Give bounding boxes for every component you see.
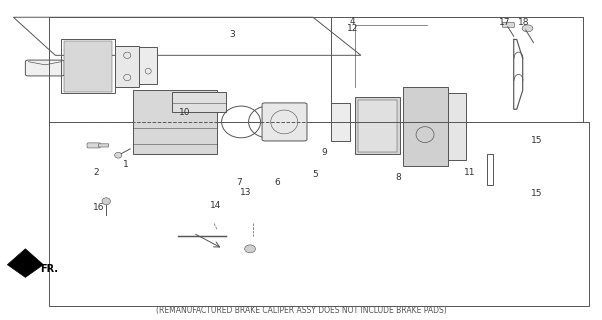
Text: 14: 14 xyxy=(210,202,222,211)
Polygon shape xyxy=(403,87,448,166)
Bar xyxy=(49,122,589,306)
Text: 6: 6 xyxy=(274,178,280,187)
Text: 17: 17 xyxy=(499,18,510,27)
Text: 13: 13 xyxy=(240,188,252,197)
Polygon shape xyxy=(448,93,466,160)
Text: FR.: FR. xyxy=(40,264,58,275)
Polygon shape xyxy=(133,90,217,154)
Text: 8: 8 xyxy=(396,173,402,182)
Ellipse shape xyxy=(102,198,110,205)
FancyBboxPatch shape xyxy=(172,92,226,112)
FancyBboxPatch shape xyxy=(115,46,139,87)
Text: 18: 18 xyxy=(518,18,530,27)
Polygon shape xyxy=(64,41,112,92)
Text: 3: 3 xyxy=(229,30,235,39)
Text: 15: 15 xyxy=(531,136,542,146)
FancyBboxPatch shape xyxy=(139,47,157,84)
Polygon shape xyxy=(355,97,400,154)
Text: 16: 16 xyxy=(93,203,105,212)
Text: 12: 12 xyxy=(347,24,358,33)
Text: 2: 2 xyxy=(93,168,99,177)
Text: 4: 4 xyxy=(350,17,355,26)
Text: 1: 1 xyxy=(123,160,128,169)
FancyBboxPatch shape xyxy=(502,22,514,28)
Text: 9: 9 xyxy=(321,148,327,156)
FancyBboxPatch shape xyxy=(99,144,108,147)
Text: 5: 5 xyxy=(312,170,318,179)
FancyBboxPatch shape xyxy=(87,143,101,148)
Ellipse shape xyxy=(522,25,533,32)
Polygon shape xyxy=(7,249,43,277)
Text: 10: 10 xyxy=(179,108,190,117)
Text: 15: 15 xyxy=(531,189,542,198)
Ellipse shape xyxy=(114,152,122,158)
FancyBboxPatch shape xyxy=(331,103,350,141)
FancyBboxPatch shape xyxy=(262,103,307,141)
Text: 7: 7 xyxy=(237,178,242,187)
Text: 11: 11 xyxy=(464,168,476,177)
Polygon shape xyxy=(358,100,397,152)
Text: (REMANUFACTURED BRAKE CALIPER ASSY DOES NOT INCLUDE BRAKE PADS): (REMANUFACTURED BRAKE CALIPER ASSY DOES … xyxy=(156,306,446,315)
FancyBboxPatch shape xyxy=(25,60,64,76)
Ellipse shape xyxy=(244,245,255,253)
